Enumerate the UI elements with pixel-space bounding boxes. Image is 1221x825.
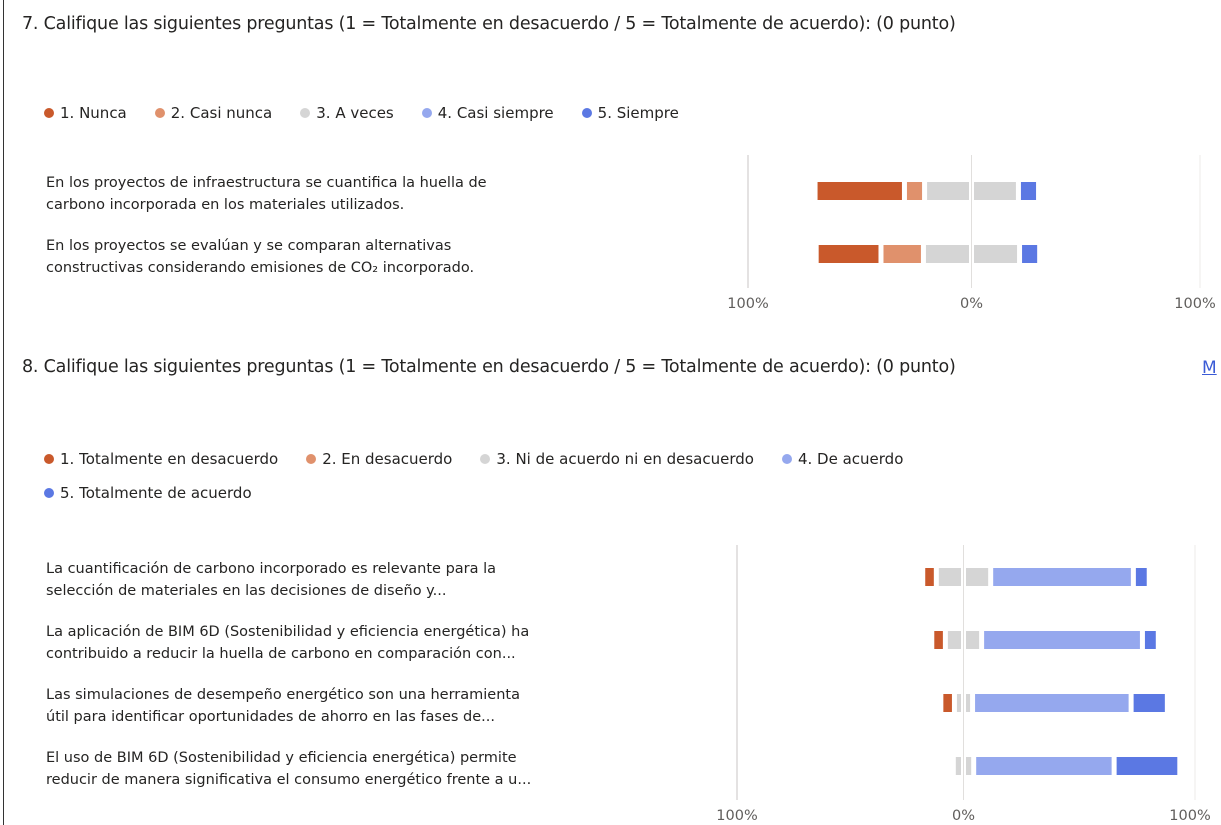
bar-segment-neutral-right <box>974 245 1018 263</box>
bar-segment <box>943 694 952 712</box>
legend-label: 5. Siempre <box>597 104 679 122</box>
legend-label: 1. Nunca <box>60 104 127 122</box>
legend-label: 2. Casi nunca <box>170 104 273 122</box>
legend-swatch <box>300 108 311 118</box>
legend-label: 4. De acuerdo <box>797 450 904 468</box>
bar-segment-neutral-left <box>927 182 969 200</box>
question-label: En los proyectos se evalúan y se compara… <box>46 238 475 276</box>
legend-swatch <box>306 454 317 464</box>
bar-segment <box>1020 182 1037 200</box>
bar-segment-neutral-left <box>947 631 961 649</box>
bar-segment-neutral-right <box>966 694 971 712</box>
legend-label: 4. Casi siempre <box>437 104 554 122</box>
x-tick-label: 100% <box>716 808 757 824</box>
bar-segment <box>818 245 879 263</box>
legend-item: 1. Nunca <box>44 102 127 124</box>
question-label: En los proyectos de infraestructura se c… <box>46 175 487 213</box>
bar-segment-neutral-right <box>974 182 1016 200</box>
bar-segment <box>976 757 1112 775</box>
x-tick-label: 100% <box>1174 296 1215 312</box>
legend-swatch <box>421 108 432 118</box>
legend-swatch <box>581 108 592 118</box>
bar-segment-neutral-right <box>966 631 980 649</box>
bar-segment <box>817 182 902 200</box>
legend-item: 5. Siempre <box>581 102 679 124</box>
legend-swatch <box>781 454 792 464</box>
bar-segment <box>1116 757 1178 775</box>
bar-segment <box>1144 631 1156 649</box>
bar-segment-neutral-left <box>956 694 961 712</box>
bar-segment <box>1133 694 1165 712</box>
bar-segment <box>975 694 1129 712</box>
bar-segment <box>934 631 943 649</box>
x-tick-label: 0% <box>960 296 983 312</box>
x-tick-label: 100% <box>727 296 768 312</box>
legend-label: 3. A veces <box>316 104 394 122</box>
bar-segment-neutral-left <box>938 568 961 586</box>
bar-segment <box>1022 245 1038 263</box>
bar-segment <box>1135 568 1147 586</box>
legend-swatch <box>44 454 54 464</box>
question-heading: 8. Califique las siguientes preguntas (1… <box>22 357 956 377</box>
legend-item: 4. Casi siempre <box>421 102 554 124</box>
bar-segment <box>984 631 1140 649</box>
bar-segment <box>993 568 1131 586</box>
legend: 1. Nunca 2. Casi nunca 3. A veces 4. Casi s… <box>44 102 1024 124</box>
question-label: La cuantificación de carbono incorporado… <box>46 561 497 599</box>
legend-label: 5. Totalmente de acuerdo <box>60 484 252 502</box>
bar-segment-neutral-left <box>925 245 969 263</box>
legend-item: 5. Totalmente de acuerdo <box>44 482 252 504</box>
legend-item: 1. Totalmente en desacuerdo <box>44 448 278 470</box>
legend-label: 3. Ni de acuerdo ni en desacuerdo <box>496 450 754 468</box>
bar-segment-neutral-right <box>966 757 972 775</box>
bar-segment <box>925 568 934 586</box>
bar-segment <box>883 245 921 263</box>
question-label: El uso de BIM 6D (Sostenibilidad y efici… <box>46 750 532 788</box>
bar-segment <box>906 182 923 200</box>
x-tick-label: 100% <box>1169 808 1210 824</box>
legend-item: 4. De acuerdo <box>781 448 904 470</box>
question-label: Las simulaciones de desempeño energético… <box>46 687 520 725</box>
x-tick-label: 0% <box>952 808 975 824</box>
bar-segment-neutral-left <box>955 757 961 775</box>
legend-swatch <box>154 108 165 118</box>
legend: 1. Totalmente en desacuerdo 2. En desacue… <box>44 448 1024 504</box>
legend-item: 2. En desacuerdo <box>306 448 452 470</box>
legend-label: 2. En desacuerdo <box>322 450 453 468</box>
legend-item: 2. Casi nunca <box>154 102 273 124</box>
question-label: La aplicación de BIM 6D (Sostenibilidad … <box>46 624 530 662</box>
legend-item: 3. Ni de acuerdo ni en desacuerdo <box>480 448 754 470</box>
legend-label: 1. Totalmente en desacuerdo <box>60 450 279 468</box>
frame-border <box>3 0 4 825</box>
legend-item: 3. A veces <box>300 102 394 124</box>
question-heading: 7. Califique las siguientes preguntas (1… <box>22 14 956 34</box>
more-link[interactable]: M <box>1202 358 1217 378</box>
bar-segment-neutral-right <box>966 568 989 586</box>
legend-swatch <box>480 454 491 464</box>
legend-swatch <box>44 108 54 118</box>
legend-swatch <box>44 488 54 498</box>
